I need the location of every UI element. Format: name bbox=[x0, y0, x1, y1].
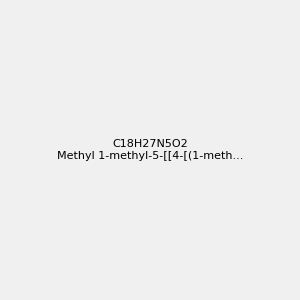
Text: C18H27N5O2
Methyl 1-methyl-5-[[4-[(1-meth...: C18H27N5O2 Methyl 1-methyl-5-[[4-[(1-met… bbox=[57, 139, 243, 161]
